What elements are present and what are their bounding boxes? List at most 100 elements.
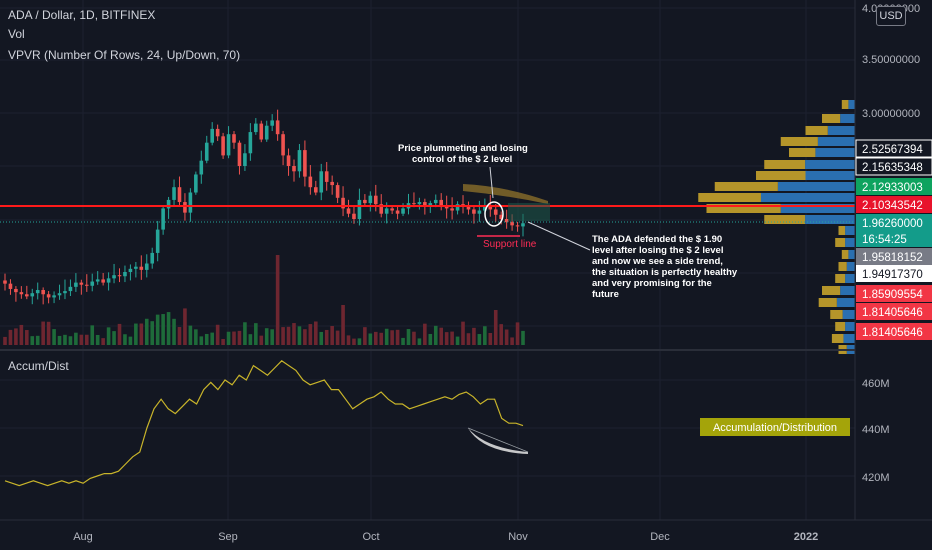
volume-profile-down-row <box>835 274 846 283</box>
candle-body <box>281 134 285 156</box>
price-tag-label: 1.81405646 <box>862 327 923 339</box>
volume-profile-down-row <box>818 298 837 307</box>
candle-body <box>401 208 405 214</box>
volume-bar <box>172 318 176 345</box>
ad-wedge-drawing <box>468 428 528 454</box>
volume-bar <box>275 255 280 345</box>
candle-body <box>254 123 258 133</box>
ad-axis[interactable]: 460M 440M 420M <box>862 378 890 484</box>
vol-indicator-label[interactable]: Vol <box>8 27 25 41</box>
candle-body <box>215 128 220 137</box>
volume-bar <box>324 329 329 345</box>
candle-body <box>106 278 111 283</box>
symbol-title[interactable]: ADA / Dollar, 1D, BITFINEX <box>8 8 156 22</box>
volume-bar <box>428 333 433 345</box>
volume-bar <box>461 321 465 345</box>
candle-body <box>444 206 449 209</box>
volume-bar <box>63 334 67 345</box>
volume-bar <box>395 329 400 345</box>
volume-bar <box>292 323 296 345</box>
volume-bar <box>90 325 95 345</box>
candle-body <box>439 199 444 207</box>
volume-bar <box>259 335 264 345</box>
volume-bar <box>237 330 242 345</box>
volume-bar <box>46 321 51 345</box>
volume-profile-down-row <box>838 262 847 271</box>
x-tick-label: Aug <box>73 531 93 543</box>
ad-line[interactable] <box>4 360 524 487</box>
candle-body <box>194 174 198 193</box>
volume-bar <box>401 337 405 345</box>
candle-body <box>57 293 62 296</box>
volume-profile-down-row <box>830 310 843 319</box>
candle-body <box>330 181 334 186</box>
candle-body <box>417 202 422 205</box>
volume-bar <box>155 314 160 345</box>
candle-body <box>264 125 269 140</box>
vpvr-indicator-label[interactable]: VPVR (Number Of Rows, 24, Up/Down, 70) <box>8 48 241 62</box>
candle-body <box>183 202 187 213</box>
time-axis[interactable]: Aug Sep Oct Nov Dec 2022 <box>73 531 818 543</box>
volume-profile-down-row <box>698 193 761 202</box>
volume-bar <box>297 326 302 345</box>
price-tag-label: 2.12933003 <box>862 182 923 194</box>
volume-profile-up-row <box>805 160 855 169</box>
price-tag-label: 1.96260000 <box>862 218 923 230</box>
candle-body <box>455 204 460 211</box>
candle-body <box>161 208 165 230</box>
price-tag-label: 1.81405646 <box>862 307 923 319</box>
x-tick-label: Sep <box>218 531 238 543</box>
candle-body <box>346 208 351 214</box>
volume-bar <box>161 314 165 345</box>
volume-profile-down-row <box>714 182 778 191</box>
volume-bar <box>444 332 449 345</box>
candle-body <box>373 195 378 205</box>
volume-bar <box>134 323 138 345</box>
volume-bar <box>112 331 116 345</box>
candlestick-series[interactable] <box>3 109 525 305</box>
volume-bar <box>254 323 258 345</box>
candle-body <box>248 132 253 154</box>
candle-body <box>352 213 356 219</box>
ad-y-tick-label: 440M <box>862 424 890 436</box>
price-tag-label: 2.52567394 <box>862 144 923 156</box>
volume-bar <box>303 329 307 345</box>
volume-profile-up-row <box>805 171 855 180</box>
candle-body <box>379 204 384 214</box>
candle-body <box>117 275 122 277</box>
support-line-label: Support line <box>483 239 537 250</box>
volume-profile-up-row <box>842 310 855 319</box>
y-tick-label: 3.50000000 <box>862 54 920 66</box>
currency-button[interactable]: USD <box>876 6 906 26</box>
volume-bar <box>194 329 198 345</box>
annotation-right-line3: and now we see a side trend, <box>592 256 723 267</box>
volume-bar <box>117 323 122 345</box>
volume-bar <box>52 329 56 345</box>
candle-body <box>52 295 56 298</box>
volume-profile <box>698 100 855 354</box>
annotation-top-line1: Price plummeting and losing <box>398 143 528 154</box>
volume-bar <box>346 335 351 345</box>
price-tag-box <box>856 323 932 340</box>
y-tick-label: 3.00000000 <box>862 108 920 120</box>
volume-profile-up-row <box>780 204 855 213</box>
candle-body <box>308 176 313 188</box>
volume-profile-up-row <box>840 286 855 295</box>
volume-profile-up-row <box>845 238 855 247</box>
projection-box <box>508 203 550 221</box>
volume-bar <box>150 321 155 345</box>
price-tag-box <box>856 214 932 231</box>
candle-body <box>275 120 280 135</box>
candle-body <box>177 187 182 203</box>
price-tag-box <box>856 230 932 247</box>
volume-profile-down-row <box>822 286 841 295</box>
volume-bar <box>106 327 111 345</box>
candle-body <box>363 199 367 204</box>
volume-bar <box>139 323 144 345</box>
volume-bar <box>8 329 13 345</box>
candle-body <box>472 209 476 214</box>
volume-bar <box>466 333 471 345</box>
candle-body <box>499 214 503 219</box>
candle-body <box>324 171 329 182</box>
